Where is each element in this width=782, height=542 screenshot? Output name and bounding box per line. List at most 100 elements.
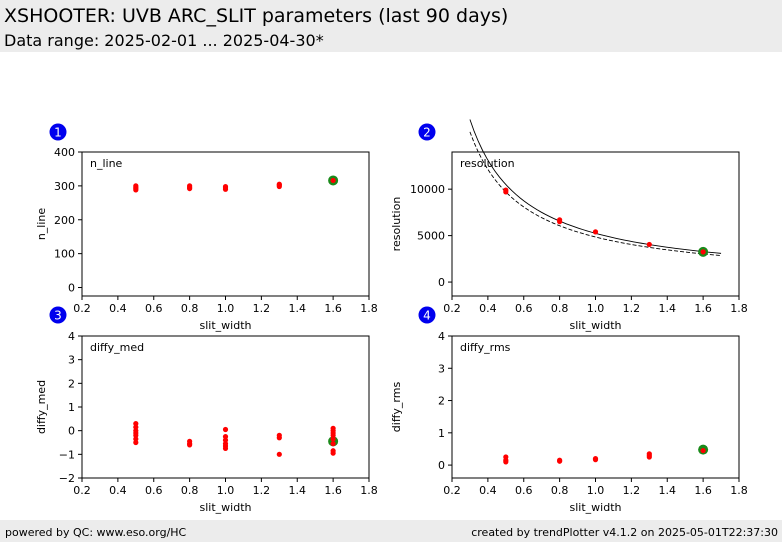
page-subtitle: Data range: 2025-02-01 ... 2025-04-30* (4, 31, 324, 50)
data-point (222, 183, 229, 190)
x-tick-label: 0.6 (515, 302, 533, 315)
panel-label: diffy_med (90, 341, 144, 354)
data-point (503, 459, 509, 465)
panel-label: diffy_rms (460, 341, 511, 354)
data-point (557, 457, 563, 463)
panel-badge (418, 306, 436, 324)
x-tick-label: 1.0 (587, 302, 605, 315)
plot-panel-4: 4 0.2 0.4 0.6 0.8 1.0 1.2 1.4 1.6 1.8 0 1 2 3 4 slit_wi… (390, 306, 748, 514)
data-point (700, 447, 706, 454)
data-point (330, 450, 336, 456)
panel-badge-number: 1 (54, 126, 62, 140)
y-tick-label: 5000 (417, 230, 445, 243)
y-tick-label: 400 (54, 146, 75, 159)
data-point (276, 181, 282, 187)
data-point (592, 229, 599, 235)
data-point (187, 442, 193, 448)
x-tick-label: 0.6 (145, 302, 163, 315)
data-point (646, 451, 652, 457)
panel-badge-number: 2 (423, 126, 431, 140)
data-point (276, 451, 282, 457)
x-tick-label: 1.4 (289, 302, 307, 315)
y-tick-label: 4 (68, 330, 75, 343)
x-tick-label: 1.4 (659, 484, 677, 497)
data-point (557, 217, 563, 223)
plot-panel-3: 30.2 0.4 0.6 0.8 1.0 1.2 1.4 1.6 1.8−2−101234sli… (35, 306, 378, 514)
y-tick-label: −1 (59, 448, 75, 461)
data-point (646, 241, 652, 248)
y-tick-label: −2 (59, 472, 75, 485)
x-tick-label: 1.8 (730, 302, 748, 315)
x-tick-label: 1.0 (217, 484, 235, 497)
panel-badge-number: 4 (423, 309, 431, 323)
x-axis-label: slit_width (200, 319, 252, 332)
y-tick-label: 0 (68, 282, 75, 295)
y-axis-label: diffy_rms (390, 382, 403, 433)
x-tick-label: 1.0 (587, 484, 605, 497)
data-point (592, 456, 599, 462)
x-tick-label: 1.6 (694, 302, 712, 315)
y-tick-label: 3 (438, 362, 445, 375)
data-point (276, 435, 282, 441)
y-tick-label: 100 (54, 248, 75, 261)
x-tick-label: 1.8 (360, 484, 378, 497)
data-point (700, 249, 706, 255)
y-axis-label: resolution (390, 197, 403, 252)
x-tick-label: 1.8 (360, 302, 378, 315)
x-tick-label: 1.8 (730, 484, 748, 497)
page-title: XSHOOTER: UVB ARC_SLIT parameters (last … (4, 5, 509, 27)
x-tick-label: 1.6 (694, 484, 712, 497)
x-tick-label: 0.4 (109, 484, 127, 497)
y-tick-label: 3 (68, 354, 75, 367)
footer-created: created by trendPlotter v4.1.2 on 2025-0… (471, 526, 778, 539)
header-bar: XSHOOTER: UVB ARC_SLIT parameters (last … (0, 0, 782, 52)
x-tick-label: 0.6 (515, 484, 533, 497)
x-tick-label: 1.4 (659, 302, 677, 315)
footer-credit: powered by QC: www.eso.org/HC (5, 526, 187, 539)
x-tick-label: 0.8 (181, 484, 199, 497)
y-tick-label: 0 (438, 459, 445, 472)
x-tick-label: 1.2 (623, 484, 641, 497)
y-tick-label: 0 (438, 276, 445, 289)
panel-label: n_line (90, 157, 123, 170)
y-tick-label: 300 (54, 180, 75, 193)
x-tick-label: 0.8 (551, 484, 569, 497)
data-point (222, 445, 229, 452)
x-tick-label: 0.8 (551, 302, 569, 315)
y-tick-label: 2 (68, 377, 75, 390)
data-point (133, 183, 139, 189)
y-tick-label: 4 (438, 330, 445, 343)
y-axis-label: diffy_med (35, 380, 48, 434)
panel-label: resolution (460, 157, 515, 170)
x-tick-label: 0.2 (73, 302, 91, 315)
panel-badge (418, 123, 436, 141)
panel-badge (49, 306, 67, 324)
x-tick-label: 0.2 (443, 484, 461, 497)
x-tick-label: 1.2 (253, 302, 271, 315)
data-point (133, 439, 139, 446)
x-tick-label: 0.2 (73, 484, 91, 497)
x-tick-label: 0.2 (443, 302, 461, 315)
x-tick-label: 1.0 (217, 302, 235, 315)
y-tick-label: 1 (438, 427, 445, 440)
x-axis-label: slit_width (200, 501, 252, 514)
x-tick-label: 0.4 (479, 484, 497, 497)
panel-badge (49, 123, 67, 141)
data-point (330, 177, 336, 184)
data-point (330, 441, 336, 447)
x-tick-label: 0.8 (181, 302, 199, 315)
x-tick-label: 1.2 (253, 484, 271, 497)
data-point (222, 426, 229, 433)
y-tick-label: 2 (438, 395, 445, 408)
y-tick-label: 200 (54, 214, 75, 227)
data-point (503, 187, 509, 193)
x-tick-label: 1.6 (324, 484, 342, 497)
y-tick-label: 10000 (410, 183, 445, 196)
plot-frame (81, 335, 370, 479)
data-point (187, 183, 193, 189)
x-tick-label: 1.2 (623, 302, 641, 315)
x-tick-label: 0.4 (479, 302, 497, 315)
footer-bar: powered by QC: www.eso.org/HC created by… (0, 520, 782, 542)
x-tick-label: 1.6 (324, 302, 342, 315)
